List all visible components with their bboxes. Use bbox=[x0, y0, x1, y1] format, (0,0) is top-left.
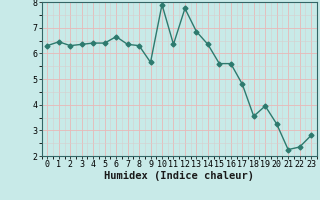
X-axis label: Humidex (Indice chaleur): Humidex (Indice chaleur) bbox=[104, 171, 254, 181]
